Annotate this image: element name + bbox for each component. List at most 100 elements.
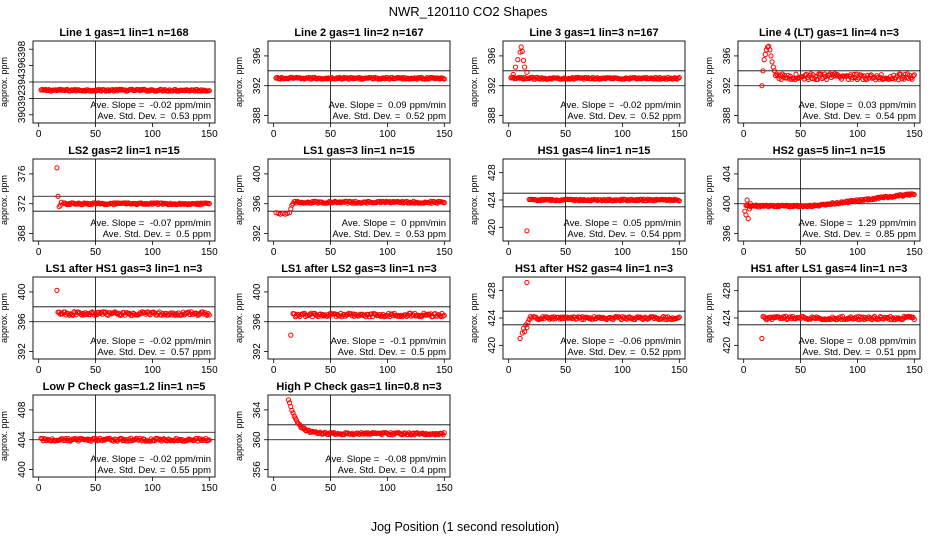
stddev-annotation: Ave. Std. Dev. = 0.54 ppm <box>567 229 681 240</box>
stddev-unit: ppm <box>193 347 212 358</box>
slope-annotation: Ave. Slope = -0.07 ppm/min <box>90 218 211 229</box>
y-tick-label: 398 <box>17 40 28 57</box>
data-point <box>512 64 519 70</box>
data-series <box>759 313 917 342</box>
stddev-value: 0.52 <box>406 111 425 122</box>
x-tick-label: 0 <box>741 129 747 140</box>
panel-title: HS1 after LS1 gas=4 lin=1 n=3 <box>751 263 908 275</box>
data-point <box>58 199 65 205</box>
data-point <box>93 437 99 443</box>
x-tick-label: 100 <box>614 247 631 258</box>
x-tick-label: 50 <box>325 483 337 494</box>
y-axis-label: approx. ppm <box>234 57 244 107</box>
data-point <box>285 397 292 403</box>
x-tick-label: 100 <box>849 247 866 258</box>
chart-panel-6: LS1 gas=3 lin=1 n=15 approx. ppm 0 50 100 150… <box>234 145 453 258</box>
y-tick-label: 420 <box>722 337 733 354</box>
plot-frame <box>737 158 921 242</box>
data-point <box>853 71 859 77</box>
stddev-unit: ppm <box>428 347 447 358</box>
data-point <box>432 432 438 438</box>
slope-unit: ppm/min <box>880 336 916 347</box>
data-point <box>185 202 191 208</box>
stddev-value: 0.53 <box>171 111 190 122</box>
data-point <box>54 287 60 293</box>
x-tick-label: 150 <box>906 247 923 258</box>
data-series <box>524 196 682 234</box>
slope-label: Ave. Slope = <box>798 336 855 347</box>
slope-value: -0.02 <box>620 100 642 111</box>
data-series <box>38 86 212 94</box>
slope-value: -0.02 <box>150 100 172 111</box>
stddev-value: 0.51 <box>876 347 895 358</box>
data-point <box>363 430 369 436</box>
y-tick-label: 400 <box>17 461 28 478</box>
data-point <box>206 312 212 318</box>
data-point <box>86 437 92 444</box>
data-series <box>273 74 447 82</box>
data-point <box>187 311 193 318</box>
data-point <box>338 431 344 437</box>
x-tick-label: 0 <box>36 365 42 376</box>
chart-panel-11: HS1 after HS2 gas=4 lin=1 n=3 approx. ppm… <box>469 263 688 376</box>
data-point <box>441 76 447 82</box>
data-point <box>348 199 354 205</box>
plot-frame <box>737 40 921 124</box>
stddev-annotation: Ave. Std. Dev. = 0.52 ppm <box>332 111 446 122</box>
x-tick-label: 100 <box>614 365 631 376</box>
data-point <box>833 201 839 207</box>
chart-panel-9: LS1 after HS1 gas=3 lin=1 n=3 approx. ppm… <box>0 263 218 376</box>
stddev-label: Ave. Std. Dev. = <box>802 111 873 122</box>
stddev-unit: ppm <box>898 229 917 240</box>
data-point <box>518 44 524 50</box>
y-tick-label: 368 <box>17 225 28 242</box>
stddev-annotation: Ave. Std. Dev. = 0.5 ppm <box>338 347 446 358</box>
x-tick-label: 50 <box>90 365 102 376</box>
data-point <box>890 75 896 82</box>
slope-annotation: Ave. Slope = 0.08 ppm/min <box>798 336 916 347</box>
x-tick-label: 0 <box>271 483 277 494</box>
y-tick-label: 400 <box>722 195 733 212</box>
stddev-unit: ppm <box>428 111 447 122</box>
panel-title: LS1 after LS2 gas=3 lin=1 n=3 <box>281 263 437 275</box>
data-point <box>80 201 86 207</box>
y-axis-label: approx. ppm <box>234 411 244 461</box>
data-point <box>522 74 528 81</box>
x-tick-label: 150 <box>436 129 453 140</box>
panel-title: HS1 gas=4 lin=1 n=15 <box>538 145 651 157</box>
stddev-annotation: Ave. Std. Dev. = 0.53 ppm <box>97 111 211 122</box>
stddev-label: Ave. Std. Dev. = <box>567 229 638 240</box>
x-tick-label: 150 <box>201 129 218 140</box>
data-point <box>83 311 90 318</box>
x-tick-label: 100 <box>379 129 396 140</box>
main-title: NWR_120110 CO2 Shapes <box>389 4 548 19</box>
stddev-value: 0.5 <box>176 229 189 240</box>
data-series <box>54 287 212 318</box>
stddev-value: 0.53 <box>406 229 425 240</box>
y-tick-label: 420 <box>487 219 498 236</box>
slope-unit: ppm/min <box>175 336 211 347</box>
data-point <box>273 210 279 216</box>
plot-frame <box>267 276 451 360</box>
data-point <box>284 210 290 216</box>
y-tick-label: 396 <box>722 47 733 64</box>
x-tick-label: 150 <box>906 365 923 376</box>
stddev-label: Ave. Std. Dev. = <box>802 347 873 358</box>
y-axis-label: approx. ppm <box>469 57 479 107</box>
x-tick-label: 0 <box>36 129 42 140</box>
data-point <box>768 53 774 59</box>
data-point <box>667 198 673 204</box>
y-tick-label: 396 <box>722 225 733 242</box>
data-series <box>508 44 682 82</box>
stddev-label: Ave. Std. Dev. = <box>103 229 174 240</box>
stddev-value: 0.52 <box>641 347 660 358</box>
data-point <box>113 437 119 443</box>
x-tick-label: 150 <box>201 483 218 494</box>
slope-label: Ave. Slope = <box>90 454 147 465</box>
stddev-annotation: Ave. Std. Dev. = 0.51 ppm <box>802 347 916 358</box>
y-tick-label: 388 <box>252 107 263 124</box>
data-point <box>166 437 173 443</box>
data-point <box>203 311 209 317</box>
chart-panel-3: Line 3 gas=1 lin=3 n=167 approx. ppm 0 50 10… <box>469 27 688 140</box>
